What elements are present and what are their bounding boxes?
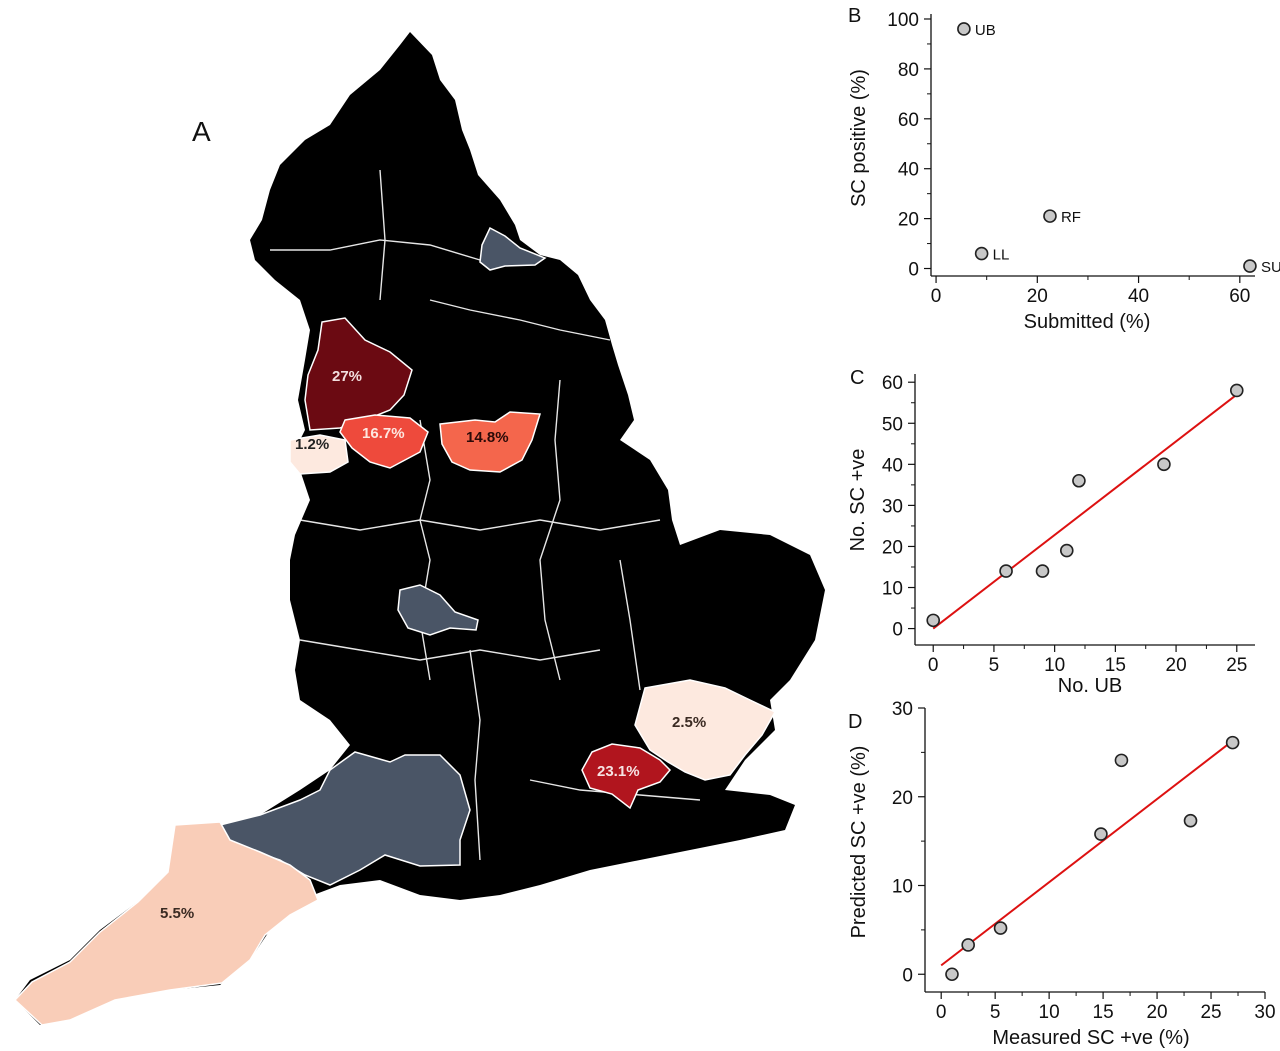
label-essex: 2.5% [672,714,706,731]
chart-d-xtick-label: 20 [1146,1002,1167,1023]
chart-c-fit-line [932,393,1238,630]
chart-b-point [957,22,971,36]
chart-b-ytick-label: 80 [898,60,919,81]
chart-b-ytick-label: 60 [898,110,919,131]
chart-d-xtick-label: 30 [1254,1002,1275,1023]
chart-d-xtick-label: 5 [990,1002,1001,1023]
chart-b-xtick-label: 0 [931,286,942,307]
chart-d-xtick-label: 15 [1093,1002,1114,1023]
chart-c-ytick-label: 40 [882,455,903,476]
england-landmass [15,32,825,1025]
chart-d-xtick-label: 0 [936,1002,947,1023]
chart-d-xtick-label: 10 [1039,1002,1060,1023]
chart-b-xtick-label: 40 [1128,286,1149,307]
chart-b-point [1043,209,1057,223]
chart-b-point [974,246,989,261]
chart-b-point [1243,259,1257,273]
region-london [581,743,672,810]
chart-d-fit-line [940,740,1234,967]
chart-c-xtick-label: 5 [989,655,1000,676]
region-gloucester-wiltshire [219,751,471,886]
chart-b-point-label: RF [1061,209,1081,226]
region-boundaries [270,169,701,861]
chart-c-point [1035,564,1050,578]
chart-d-ytick-label: 30 [892,700,913,720]
chart-d-point [945,967,959,982]
panel-letter-a: A [192,116,211,147]
chart-c-ytick-label: 60 [882,373,903,394]
chart-d-point [961,938,975,952]
panel-letter-d: D [848,711,862,733]
chart-b-plot: 0 20 40 60 0 20 40 60 80 100 UB RF LL SU [887,10,1280,307]
chart-d-ytick-label: 0 [902,965,913,986]
chart-b-xtick-label: 60 [1229,286,1250,307]
chart-b-ytick-label: 100 [887,10,919,31]
label-north-west: 27% [332,368,362,385]
chart-d-plot: 0 5 10 15 20 25 30 0 10 20 30 [892,700,1276,1023]
chart-c-xtick-label: 0 [928,655,939,676]
chart-d-point [1094,827,1108,841]
region-greater-manchester [339,414,429,469]
chart-b-submitted-vs-positive: B 0 20 40 60 0 20 40 60 80 100 UB RF LL SU Submitted … [848,5,1280,333]
panel-letter-c: C [850,367,864,389]
chart-c-point [999,564,1013,578]
region-cornwall-devon [13,821,319,1026]
chart-d-xlabel: Measured SC +ve (%) [992,1027,1189,1049]
chart-c-ytick-label: 50 [882,414,903,435]
chart-c-xtick-label: 15 [1105,655,1126,676]
panel-letter-b: B [848,5,861,27]
chart-d-ylabel: Predicted SC +ve (%) [848,746,870,939]
chart-d-point [1183,813,1198,828]
chart-c-ylabel: No. SC +ve [847,449,869,552]
chart-c-xtick-label: 20 [1166,655,1187,676]
chart-c-xtick-label: 25 [1226,655,1247,676]
region-west-midlands [397,584,479,636]
region-essex [634,679,777,781]
chart-b-ylabel: SC positive (%) [848,69,870,207]
chart-c-point [1229,383,1244,398]
chart-d-ytick-label: 10 [892,877,913,898]
label-greater-manchester: 16.7% [362,425,405,442]
chart-c-ytick-label: 0 [892,620,903,641]
chart-d-measured-vs-predicted: D 0 5 10 15 20 25 30 0 10 20 30 Measured SC +ve (%… [848,700,1276,1049]
chart-d-point [1114,753,1129,768]
chart-b-point-label: UB [975,22,996,39]
chart-d-point [993,921,1008,935]
label-merseyside: 1.2% [295,436,329,453]
label-south-yorkshire: 14.8% [466,429,509,446]
chart-b-xlabel: Submitted (%) [1024,311,1151,333]
chart-c-point [1072,473,1086,488]
chart-b-xtick-label: 20 [1027,286,1048,307]
chart-c-ytick-label: 20 [882,537,903,558]
chart-b-point-label: LL [993,247,1010,264]
label-cornwall-devon: 5.5% [160,905,194,922]
chart-d-xtick-label: 25 [1200,1002,1221,1023]
chart-c-point [1059,543,1074,558]
england-map: A 27% 23.1% 16.7% 14.8% 5.5% 2.5% 1.2% [13,32,825,1026]
region-durham [479,226,547,271]
region-merseyside [289,434,349,475]
chart-b-ytick-label: 20 [898,210,919,231]
label-london: 23.1% [597,763,640,780]
chart-c-ytick-label: 30 [882,496,903,517]
chart-c-point [1157,457,1171,472]
chart-c-xtick-label: 10 [1044,655,1065,676]
chart-d-point [1225,735,1240,750]
chart-c-point [926,613,941,628]
chart-b-point-label: SU [1261,259,1280,276]
chart-d-ytick-label: 20 [892,788,913,809]
chart-b-ytick-label: 40 [898,160,919,181]
chart-c-xlabel: No. UB [1058,675,1122,697]
chart-c-ytick-label: 10 [882,579,903,600]
region-south-yorkshire [439,411,541,473]
chart-c-ub-vs-sc: C 0 5 10 15 20 25 0 10 20 30 40 50 60 No. UB No. SC … [847,367,1255,697]
chart-b-ytick-label: 0 [908,260,919,281]
chart-c-plot: 0 5 10 15 20 25 0 10 20 30 40 50 60 [882,373,1255,676]
